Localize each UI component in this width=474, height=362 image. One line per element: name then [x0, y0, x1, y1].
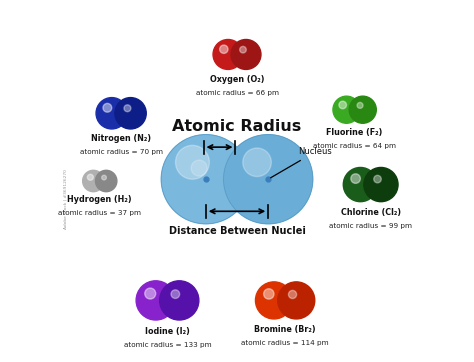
- Circle shape: [255, 282, 292, 319]
- Circle shape: [333, 96, 360, 123]
- Circle shape: [95, 170, 117, 192]
- Circle shape: [264, 289, 274, 299]
- Text: Adobe Stock | #369126270: Adobe Stock | #369126270: [63, 169, 67, 229]
- Circle shape: [243, 148, 271, 177]
- Circle shape: [240, 46, 246, 53]
- Circle shape: [124, 105, 131, 112]
- Circle shape: [145, 288, 156, 299]
- Text: atomic radius = 70 pm: atomic radius = 70 pm: [80, 150, 163, 155]
- Circle shape: [160, 281, 199, 320]
- Circle shape: [364, 168, 398, 202]
- Circle shape: [103, 104, 112, 112]
- Circle shape: [349, 96, 376, 123]
- Circle shape: [278, 282, 315, 319]
- Circle shape: [136, 281, 175, 320]
- Circle shape: [175, 146, 210, 179]
- Text: atomic radius = 99 pm: atomic radius = 99 pm: [329, 223, 412, 229]
- Text: Fluorine (F₂): Fluorine (F₂): [327, 128, 383, 137]
- Circle shape: [82, 170, 104, 192]
- Text: Nucleus: Nucleus: [271, 147, 332, 178]
- Circle shape: [357, 102, 363, 108]
- Text: atomic radius = 133 pm: atomic radius = 133 pm: [124, 342, 211, 348]
- Text: Hydrogen (H₂): Hydrogen (H₂): [67, 195, 132, 205]
- Circle shape: [343, 168, 377, 202]
- Circle shape: [374, 175, 381, 183]
- Circle shape: [219, 45, 228, 54]
- Circle shape: [115, 98, 146, 129]
- Text: Chlorine (Cl₂): Chlorine (Cl₂): [341, 208, 401, 217]
- Text: atomic radius = 66 pm: atomic radius = 66 pm: [195, 90, 279, 96]
- Text: atomic radius = 64 pm: atomic radius = 64 pm: [313, 143, 396, 149]
- Circle shape: [161, 135, 250, 224]
- Circle shape: [289, 290, 297, 299]
- Circle shape: [96, 98, 128, 129]
- Text: atomic radius = 37 pm: atomic radius = 37 pm: [58, 210, 141, 216]
- Text: Atomic Radius: Atomic Radius: [173, 119, 301, 134]
- Circle shape: [224, 135, 313, 224]
- Circle shape: [339, 101, 346, 109]
- Text: Iodine (I₂): Iodine (I₂): [145, 327, 190, 336]
- Circle shape: [231, 39, 261, 70]
- Text: Distance Between Nuclei: Distance Between Nuclei: [169, 226, 305, 236]
- Text: Oxygen (O₂): Oxygen (O₂): [210, 75, 264, 84]
- Circle shape: [102, 175, 106, 180]
- Circle shape: [87, 174, 93, 180]
- Text: Bromine (Br₂): Bromine (Br₂): [255, 325, 316, 334]
- Circle shape: [171, 290, 180, 298]
- Circle shape: [191, 160, 207, 176]
- Text: atomic radius = 114 pm: atomic radius = 114 pm: [241, 340, 329, 346]
- Circle shape: [351, 174, 360, 184]
- Circle shape: [213, 39, 243, 70]
- Text: Nitrogen (N₂): Nitrogen (N₂): [91, 134, 151, 143]
